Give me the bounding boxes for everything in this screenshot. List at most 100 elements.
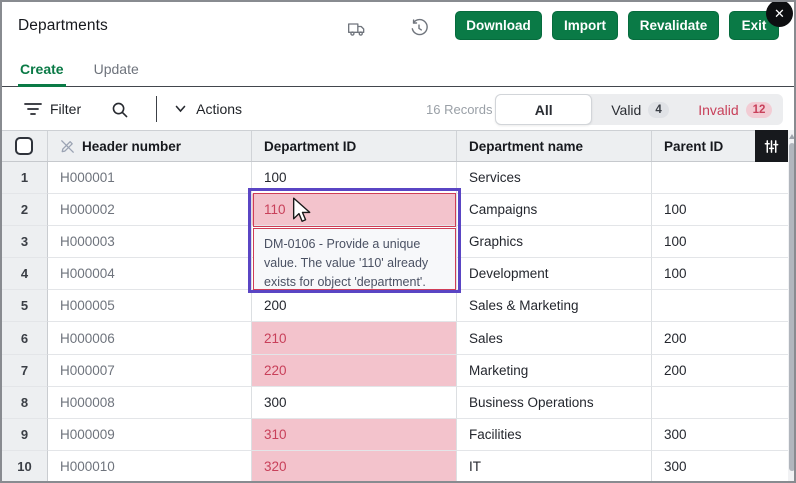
table-row: 5 H000005 200 Sales & Marketing (2, 290, 788, 323)
chevron-down-icon[interactable] (175, 105, 186, 113)
cell-header-number[interactable]: H000003 (48, 226, 252, 259)
revalidate-button[interactable]: Revalidate (628, 11, 719, 40)
validity-filter: All Valid 4 Invalid 12 (495, 94, 783, 125)
history-icon[interactable] (409, 18, 429, 38)
sliders-icon (764, 139, 779, 154)
cell-header-number[interactable]: H000009 (48, 418, 252, 451)
table-header: Header number Department ID Department n… (2, 130, 788, 162)
cell-parent-id[interactable] (652, 387, 788, 419)
cell-department-name[interactable]: Sales & Marketing (457, 290, 652, 323)
column-label: Department name (469, 138, 584, 154)
cell-department-id[interactable]: 200 (252, 290, 457, 323)
cell-department-id-invalid[interactable]: 220 (252, 354, 457, 387)
close-button[interactable]: ✕ (766, 2, 793, 27)
cell-header-number[interactable]: H000002 (48, 194, 252, 227)
top-bar: Departments Download Import Revalidate E… (2, 2, 794, 52)
cell-parent-id[interactable]: 100 (652, 194, 788, 227)
cell-header-number[interactable]: H000004 (48, 258, 252, 291)
row-number[interactable]: 7 (2, 354, 48, 387)
cell-parent-id[interactable]: 200 (652, 322, 788, 355)
cell-department-name[interactable]: Development (457, 258, 652, 291)
page-title: Departments (18, 17, 108, 34)
cell-parent-id[interactable]: 300 (652, 419, 788, 451)
segment-valid-label: Valid (611, 101, 642, 118)
row-number[interactable]: 5 (2, 290, 48, 323)
toolbar-left-group: Filter Actions (24, 88, 242, 130)
close-icon: ✕ (774, 5, 785, 21)
table-row: 9 H000009 310 Facilities 300 (2, 418, 788, 451)
filter-icon[interactable] (24, 101, 42, 117)
column-settings-button[interactable] (755, 130, 788, 162)
cell-department-id-invalid[interactable]: 210 (252, 322, 457, 355)
actions-button[interactable]: Actions (196, 101, 243, 117)
cell-department-id-invalid[interactable]: 110 (252, 194, 457, 227)
cell-department-name[interactable]: Marketing (457, 354, 652, 387)
cell-department-id-invalid[interactable]: 320 (252, 450, 457, 481)
valid-count-badge: 4 (648, 101, 669, 118)
cell-parent-id[interactable]: 300 (652, 451, 788, 481)
cell-parent-id[interactable]: 100 (652, 258, 788, 291)
cell-department-name[interactable]: Services (457, 162, 652, 195)
download-button[interactable]: Download (455, 11, 542, 40)
records-count: 16 Records (426, 102, 493, 117)
table-row: 10 H000010 320 IT 300 (2, 450, 788, 481)
select-all-cell (2, 131, 48, 161)
table-row: 8 H000008 300 Business Operations (2, 386, 788, 419)
row-number[interactable]: 2 (2, 194, 48, 227)
row-number[interactable]: 9 (2, 418, 48, 451)
row-number[interactable]: 10 (2, 450, 48, 481)
cell-department-name[interactable]: Business Operations (457, 386, 652, 419)
segment-invalid[interactable]: Invalid 12 (688, 94, 783, 125)
column-label: Department ID (264, 138, 357, 154)
tab-create[interactable]: Create (18, 61, 66, 87)
selected-invalid-cell-border (253, 193, 456, 227)
cell-parent-id[interactable]: 100 (652, 226, 788, 259)
filter-button[interactable]: Filter (50, 101, 82, 117)
segment-valid[interactable]: Valid 4 (592, 94, 687, 125)
cell-parent-id[interactable] (652, 290, 788, 323)
column-header-parent-id[interactable]: Parent ID (652, 131, 755, 161)
cell-header-number[interactable]: H000010 (48, 450, 252, 481)
search-icon[interactable] (111, 101, 128, 118)
column-label: Parent ID (664, 138, 724, 154)
cell-parent-id[interactable]: 200 (652, 355, 788, 387)
cell-header-number[interactable]: H000007 (48, 354, 252, 387)
cell-department-name[interactable]: Facilities (457, 418, 652, 451)
vertical-scrollbar[interactable] (788, 130, 794, 481)
cell-department-id[interactable]: 300 (252, 386, 457, 419)
no-edit-icon (60, 139, 75, 154)
truck-icon[interactable] (347, 19, 367, 39)
cell-department-id-invalid[interactable]: 310 (252, 418, 457, 451)
row-number[interactable]: 4 (2, 258, 48, 291)
scrollbar-up-arrow[interactable] (789, 134, 794, 139)
validation-error-tooltip: DM-0106 - Provide a unique value. The va… (253, 228, 456, 290)
table-row: 4 H000004 Development 100 (2, 258, 788, 291)
cell-header-number[interactable]: H000006 (48, 322, 252, 355)
import-button[interactable]: Import (552, 11, 618, 40)
column-header-department-id[interactable]: Department ID (252, 131, 457, 161)
select-all-checkbox[interactable] (15, 137, 33, 155)
cell-department-name[interactable]: IT (457, 450, 652, 481)
column-header-department-name[interactable]: Department name (457, 131, 652, 161)
cell-department-name[interactable]: Graphics (457, 226, 652, 259)
tab-update[interactable]: Update (93, 61, 139, 77)
cell-department-name[interactable]: Sales (457, 322, 652, 355)
segment-all[interactable]: All (495, 94, 593, 125)
row-number[interactable]: 6 (2, 322, 48, 355)
cell-header-number[interactable]: H000005 (48, 290, 252, 323)
invalid-count-badge: 12 (745, 101, 773, 118)
scrollbar-thumb[interactable] (789, 143, 794, 471)
row-number[interactable]: 1 (2, 162, 48, 195)
cell-header-number[interactable]: H000008 (48, 386, 252, 419)
segment-invalid-label: Invalid (698, 101, 739, 118)
table-row: 2 H000002 110 Campaigns 100 (2, 194, 788, 227)
cell-header-number[interactable]: H000001 (48, 162, 252, 195)
row-number[interactable]: 8 (2, 386, 48, 419)
table-body: 1 H000001 100 Services 2 H000002 110 Cam… (2, 162, 788, 481)
table-row: 7 H000007 220 Marketing 200 (2, 354, 788, 387)
cell-department-name[interactable]: Campaigns (457, 194, 652, 227)
cell-parent-id[interactable] (652, 162, 788, 195)
column-header-header-number[interactable]: Header number (48, 131, 252, 161)
row-number[interactable]: 3 (2, 226, 48, 259)
